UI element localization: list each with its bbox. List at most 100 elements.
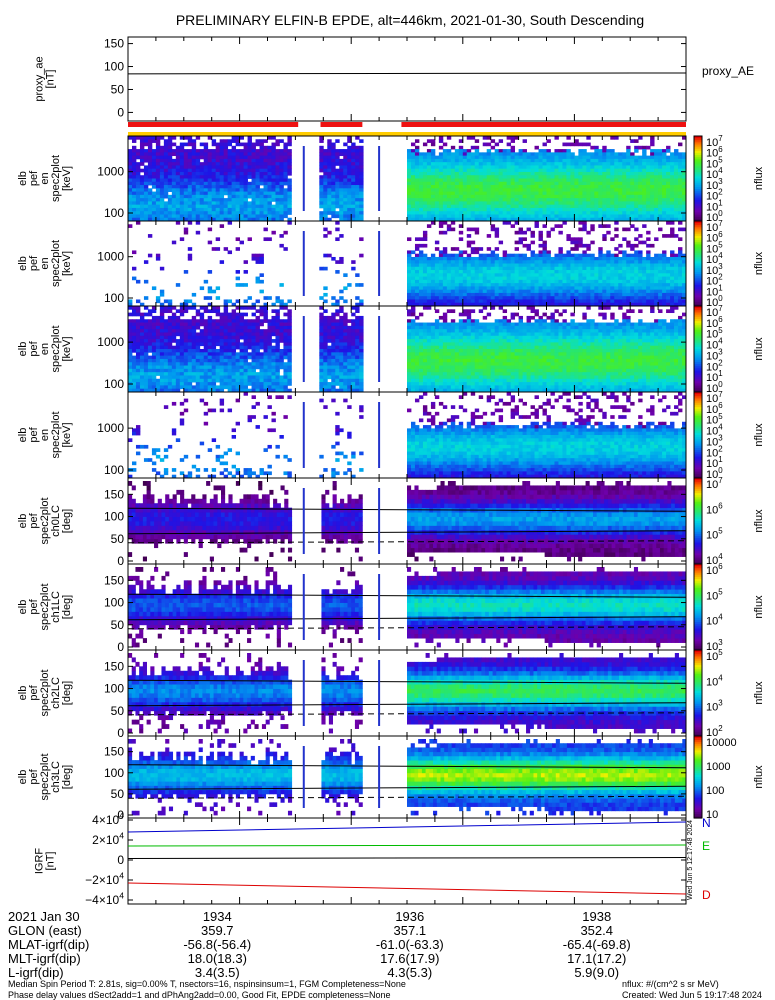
- en_2-cell: [606, 279, 611, 284]
- en_3-cell: [155, 335, 161, 340]
- en_2-cell: [534, 302, 539, 307]
- en_1-cell: [359, 201, 364, 206]
- en_1-cell: [630, 181, 635, 186]
- en_3-cell: [159, 358, 165, 363]
- en_1-cell: [279, 214, 284, 219]
- en_2-cell: [610, 263, 615, 268]
- en_1-cell: [570, 178, 575, 183]
- en_2-cell: [418, 256, 424, 261]
- en_1-cell: [239, 171, 244, 176]
- en_1-cell: [259, 171, 264, 176]
- en_3-cell: [155, 349, 161, 353]
- en_1-cell: [670, 198, 675, 202]
- en_2-cell: [498, 283, 504, 287]
- en_1-cell: [335, 181, 340, 186]
- en_2-cell: [335, 227, 340, 232]
- en_3-cell: [199, 349, 205, 353]
- en_1-cell: [574, 171, 579, 176]
- en_3-cell: [175, 372, 181, 376]
- en_1-cell: [251, 152, 256, 157]
- en_1-cell: [682, 191, 687, 196]
- en_1-cell: [139, 139, 145, 143]
- en_1-cell: [251, 191, 256, 196]
- en_2-cell: [474, 273, 480, 277]
- en_1-cell: [678, 155, 683, 160]
- en_1-cell: [259, 191, 264, 196]
- en_2-cell: [414, 299, 420, 304]
- en_1-cell: [327, 201, 332, 206]
- en_1-cell: [131, 145, 137, 150]
- en_2-cell: [654, 266, 659, 271]
- en_1-cell: [614, 136, 619, 140]
- en_1-cell: [207, 214, 213, 219]
- en_2-cell: [522, 296, 527, 300]
- en_1-cell: [510, 171, 516, 176]
- en_1-cell: [558, 178, 563, 183]
- en_1-cell: [506, 207, 512, 212]
- en_1-cell: [171, 191, 177, 196]
- en_1-cell: [606, 178, 611, 183]
- en_1-cell: [590, 155, 595, 160]
- en_2-cell: [410, 256, 416, 261]
- en_1-cell: [514, 136, 519, 140]
- en_1-cell: [646, 211, 651, 215]
- en_1-cell: [450, 211, 456, 215]
- en_2-cell: [486, 253, 492, 258]
- en_1-cell: [139, 181, 145, 186]
- en_2-cell: [498, 292, 504, 297]
- en_1-cell: [183, 185, 189, 189]
- en_1-cell: [179, 181, 185, 186]
- en_1-cell: [319, 214, 324, 219]
- en_1-cell: [514, 214, 519, 219]
- en_1-cell: [562, 194, 567, 199]
- en_1-cell: [418, 162, 424, 166]
- en_1-cell: [139, 185, 145, 189]
- en_3-cell: [139, 382, 145, 386]
- en_1-cell: [207, 198, 213, 202]
- en_3-cell: [195, 352, 201, 357]
- en_1-cell: [638, 207, 643, 212]
- en_2-cell: [542, 256, 547, 261]
- en_2-cell: [466, 240, 472, 245]
- en_2-cell: [534, 286, 539, 291]
- en_1-cell: [410, 211, 416, 215]
- en_2-cell: [546, 273, 551, 277]
- en_2-cell: [590, 299, 595, 304]
- en_1-cell: [179, 198, 185, 202]
- en_1-cell: [414, 185, 420, 189]
- en_1-cell: [187, 207, 193, 212]
- en_1-cell: [319, 211, 324, 215]
- en_1-cell: [490, 214, 496, 219]
- en_2-cell: [630, 289, 635, 294]
- en_2-cell: [638, 302, 643, 307]
- en_2-ytick-label: 1000: [97, 250, 124, 264]
- en_1-cell: [179, 145, 185, 150]
- en_1-cell: [139, 198, 145, 202]
- en_1-cell: [414, 145, 420, 150]
- en_1-cell: [442, 211, 448, 215]
- en_1-cell: [602, 178, 607, 183]
- en_1-cell: [128, 178, 133, 183]
- en_1-cell: [275, 188, 280, 192]
- en_3-cell: [139, 319, 145, 323]
- en_1-cell: [566, 181, 571, 186]
- en_1-cell: [283, 211, 288, 215]
- en_2-cell: [678, 299, 683, 304]
- en_1-cell: [263, 201, 268, 206]
- en_2-cell: [243, 299, 248, 304]
- en_2-cell: [678, 253, 683, 258]
- en_2-cell: [654, 302, 659, 307]
- en_3-cell: [199, 355, 205, 360]
- en_1-cell: [474, 198, 480, 202]
- en_1-cell: [578, 149, 583, 153]
- en_1-cell: [490, 191, 496, 196]
- en_3-cell: [139, 362, 145, 366]
- en_1-cell: [418, 204, 424, 209]
- en_1-cell: [658, 211, 663, 215]
- en_2-cell: [546, 296, 551, 300]
- en_2-cell: [650, 263, 655, 268]
- en_1-cell: [323, 201, 328, 206]
- en_2-cell: [546, 234, 551, 238]
- en_1-cell: [494, 158, 500, 163]
- en_1-cell: [183, 136, 189, 140]
